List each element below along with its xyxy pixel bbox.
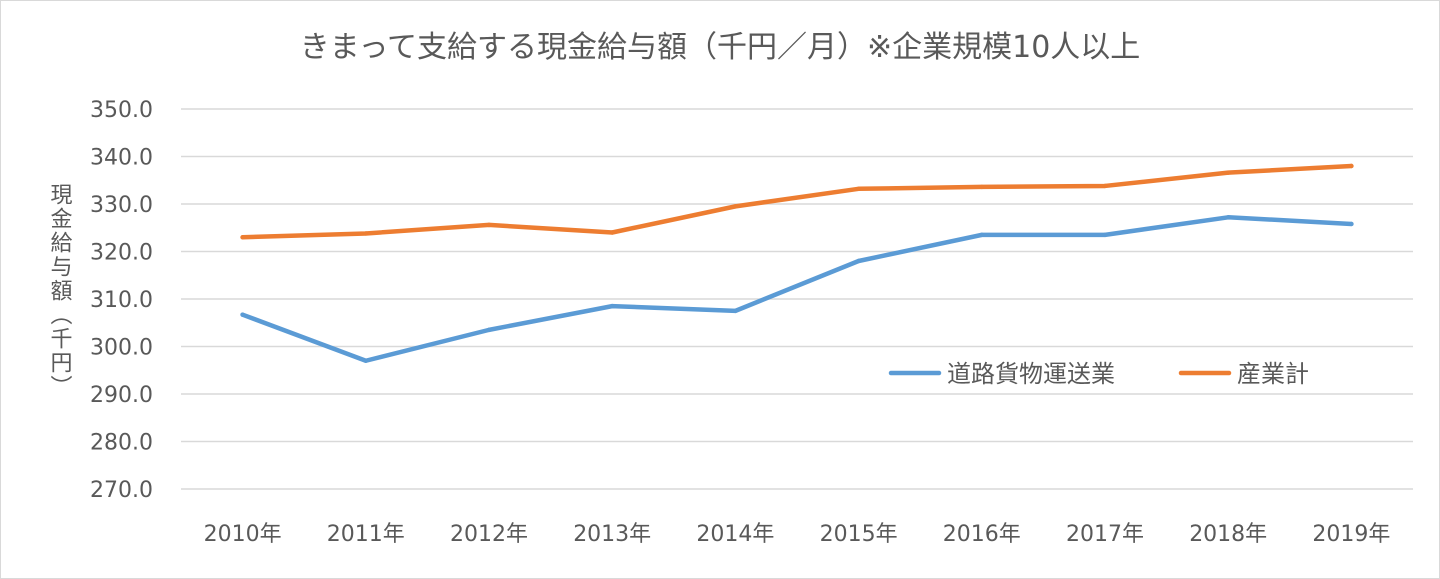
data-point <box>1226 215 1231 220</box>
data-point <box>733 204 738 209</box>
x-tick-label: 2018年 <box>1189 522 1267 547</box>
y-tick-label: 350.0 <box>90 98 153 123</box>
y-axis-label: 現金給与額（千円） <box>47 183 73 399</box>
data-point <box>1349 163 1354 169</box>
x-tick-label: 2019年 <box>1312 522 1390 547</box>
gridlines <box>181 108 1413 490</box>
series-line-0 <box>240 215 1354 363</box>
data-point <box>1226 170 1231 175</box>
data-point <box>733 308 738 314</box>
legend: 道路貨物運送業 産業計 <box>888 360 1309 388</box>
legend-label: 産業計 <box>1237 360 1309 388</box>
y-tick-label: 280.0 <box>90 431 153 456</box>
x-tick-label: 2011年 <box>327 522 405 547</box>
data-point <box>486 222 492 228</box>
data-point <box>363 231 368 236</box>
y-tick-label: 330.0 <box>90 193 153 218</box>
data-point <box>610 230 615 235</box>
x-tick-label: 2015年 <box>820 522 898 547</box>
data-point <box>363 358 368 363</box>
data-point <box>979 184 984 190</box>
data-point <box>1102 183 1108 189</box>
data-point <box>610 303 615 309</box>
series-lines <box>240 163 1354 363</box>
data-point <box>1349 221 1354 227</box>
x-tick-label: 2012年 <box>450 522 528 547</box>
y-tick-label: 310.0 <box>90 288 153 313</box>
x-tick-label: 2014年 <box>696 522 774 547</box>
legend-label: 道路貨物運送業 <box>947 360 1115 388</box>
y-tick-label: 320.0 <box>90 241 153 266</box>
data-point <box>486 327 492 333</box>
data-point <box>240 312 245 317</box>
y-tick-label: 270.0 <box>90 478 153 503</box>
data-point <box>979 232 984 238</box>
data-point <box>856 186 861 191</box>
y-tick-label: 300.0 <box>90 336 153 361</box>
y-tick-label: 290.0 <box>90 383 153 408</box>
data-point <box>1102 232 1108 238</box>
y-axis-ticks: 270.0 280.0 290.0 300.0 310.0 320.0 330.0 340.0… <box>90 98 153 503</box>
x-tick-label: 2010年 <box>204 522 282 547</box>
x-axis-ticks: 2010年 2011年 2012年 2013年 2014年 2015年 2016年 2017年… <box>204 522 1391 547</box>
data-point <box>240 235 245 240</box>
chart-title: きまって支給する現金給与額（千円／月）※企業規模10人以上 <box>300 30 1141 65</box>
series-line-1 <box>240 163 1354 240</box>
x-tick-label: 2016年 <box>943 522 1021 547</box>
data-point <box>856 258 861 264</box>
y-tick-label: 340.0 <box>90 146 153 171</box>
x-tick-label: 2017年 <box>1066 522 1144 547</box>
x-tick-label: 2013年 <box>573 522 651 547</box>
